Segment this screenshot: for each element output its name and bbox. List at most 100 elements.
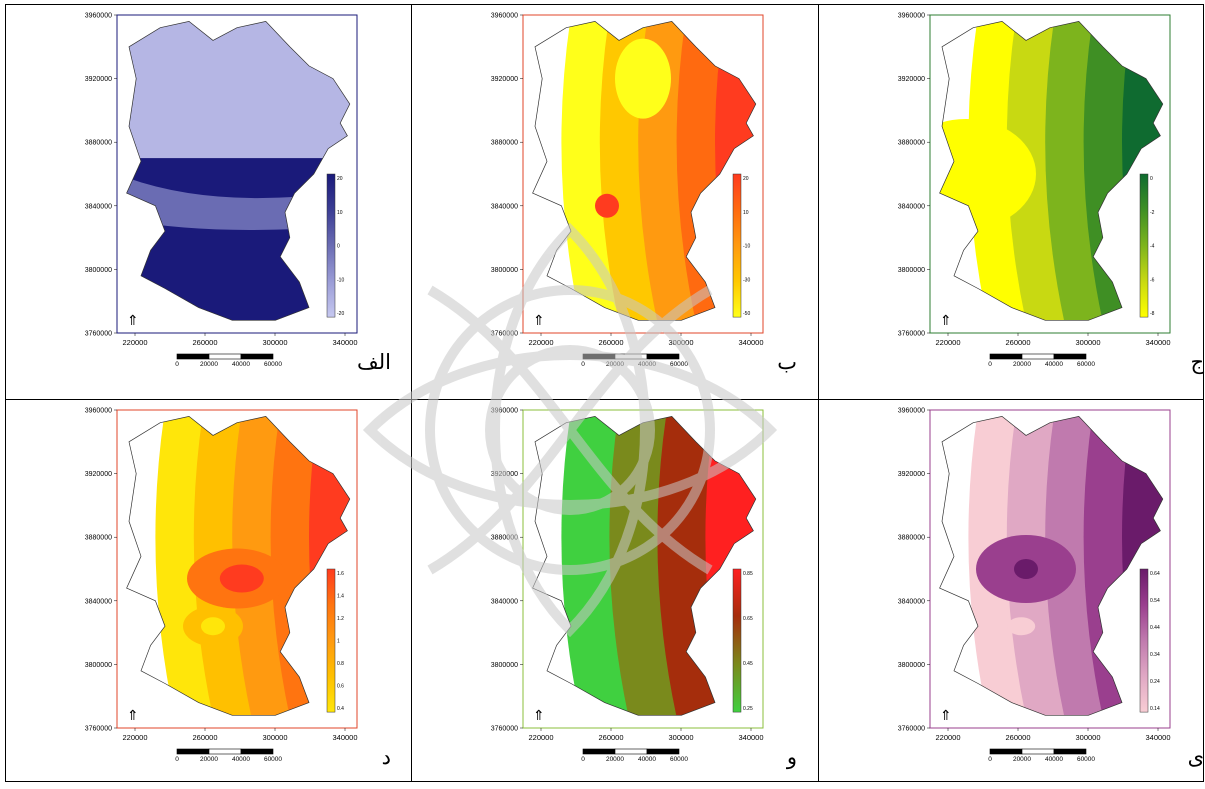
- scale-label: 60000: [264, 361, 282, 368]
- color-bar-label: -6: [1150, 277, 1155, 283]
- color-bar-label: 0.24: [1150, 679, 1160, 685]
- y-tick-label: 3960000: [491, 408, 518, 415]
- map-panel: ⇑ 20 10 0 -10 -20 3960000 3920000 3880000 3840000…: [5, 4, 405, 394]
- color-bar-label: 0.25: [743, 706, 753, 712]
- x-tick-label: 300000: [262, 733, 287, 742]
- north-arrow-icon: ⇑: [533, 708, 545, 724]
- scale-label: 60000: [670, 361, 688, 368]
- color-bar-label: 0: [1150, 176, 1153, 182]
- y-tick-label: 3880000: [85, 140, 112, 147]
- y-tick-label: 3960000: [898, 13, 925, 20]
- scale-label: 40000: [1045, 756, 1063, 763]
- scale-bar: [989, 353, 1087, 360]
- color-bar-label: 0.8: [337, 661, 344, 667]
- y-tick-label: 3880000: [85, 535, 112, 542]
- y-tick-label: 3760000: [491, 331, 518, 338]
- y-tick-label: 3760000: [898, 331, 925, 338]
- y-tick-label: 3760000: [898, 726, 925, 733]
- scale-label: 40000: [232, 756, 250, 763]
- color-bar-label: 1.6: [337, 571, 344, 577]
- y-tick-label: 3800000: [491, 662, 518, 669]
- x-tick-label: 220000: [528, 733, 553, 742]
- scale-label: 20000: [606, 361, 624, 368]
- color-bar-label: 0.54: [1150, 598, 1160, 604]
- color-bar-label: 1.4: [337, 594, 344, 600]
- y-tick-label: 3920000: [898, 471, 925, 478]
- y-tick-label: 3840000: [491, 598, 518, 605]
- x-tick-label: 220000: [122, 338, 147, 347]
- panel-letter: د: [381, 745, 391, 769]
- color-bar-label: 0.65: [743, 616, 753, 622]
- x-tick-label: 300000: [262, 338, 287, 347]
- scale-label: 20000: [1013, 756, 1031, 763]
- x-tick-label: 300000: [668, 338, 693, 347]
- contour-map: ⇑ 1.6 1.4 1.2 1 0.8 0.6 0.4 3960000 3920000 388000…: [85, 408, 358, 764]
- x-tick-label: 340000: [332, 338, 357, 347]
- color-bar-label: 1: [337, 639, 340, 645]
- color-bar-label: 0.44: [1150, 625, 1160, 631]
- contour-map: ⇑ 20 10 -10 -30 -50 3960000 3920000 3880000 38400…: [491, 13, 764, 369]
- y-tick-label: 3800000: [85, 662, 112, 669]
- color-bar-label: 0.85: [743, 571, 753, 577]
- y-tick-label: 3960000: [85, 408, 112, 415]
- scale-label: 60000: [1077, 756, 1095, 763]
- color-bar-label: 0.64: [1150, 571, 1160, 577]
- color-bar: [732, 568, 742, 713]
- y-tick-label: 3880000: [898, 140, 925, 147]
- contour-map: ⇑ 0.85 0.65 0.45 0.25 3960000 3920000 3880000 38…: [491, 408, 764, 764]
- map-panel: ⇑ 20 10 -10 -30 -50 3960000 3920000 3880000 38400…: [411, 4, 811, 394]
- color-bar: [1139, 173, 1149, 318]
- panel-letter: و: [786, 745, 797, 769]
- color-bar: [732, 173, 742, 318]
- color-bar: [326, 173, 336, 318]
- panel-letter: ب: [777, 350, 797, 374]
- scale-bar: [176, 748, 274, 755]
- x-tick-label: 220000: [935, 733, 960, 742]
- map-panel: ⇑ 0 -2 -4 -6 -8 3960000 3920000 3880000 3840000 38…: [818, 4, 1205, 394]
- scale-bar: [176, 353, 274, 360]
- scale-label: 0: [581, 756, 585, 763]
- scale-label: 40000: [1045, 361, 1063, 368]
- y-tick-label: 3840000: [898, 203, 925, 210]
- x-tick-label: 300000: [1075, 338, 1100, 347]
- scale-label: 0: [581, 361, 585, 368]
- color-bar-label: 20: [743, 176, 749, 182]
- x-tick-label: 220000: [528, 338, 553, 347]
- y-tick-label: 3800000: [491, 267, 518, 274]
- north-arrow-icon: ⇑: [533, 313, 545, 329]
- y-tick-label: 3920000: [85, 471, 112, 478]
- y-tick-label: 3960000: [85, 13, 112, 20]
- scale-label: 40000: [638, 361, 656, 368]
- color-bar-label: -8: [1150, 311, 1155, 317]
- contour-map: ⇑ 0.64 0.54 0.44 0.34 0.24 0.14 3960000 3920000 3…: [898, 408, 1171, 764]
- y-tick-label: 3760000: [85, 726, 112, 733]
- x-tick-label: 340000: [1145, 733, 1170, 742]
- color-bar-label: 0.14: [1150, 706, 1160, 712]
- x-tick-label: 260000: [598, 733, 623, 742]
- y-tick-label: 3760000: [85, 331, 112, 338]
- map-panel: ⇑ 0.85 0.65 0.45 0.25 3960000 3920000 3880000 38…: [411, 399, 811, 789]
- panel-letter: الف: [357, 350, 391, 374]
- color-bar-label: 0.34: [1150, 652, 1160, 658]
- x-tick-label: 220000: [122, 733, 147, 742]
- y-tick-label: 3800000: [898, 662, 925, 669]
- y-tick-label: 3800000: [898, 267, 925, 274]
- scale-bar: [582, 748, 680, 755]
- y-tick-label: 3840000: [85, 598, 112, 605]
- color-bar-label: 10: [743, 210, 749, 216]
- scale-label: 0: [988, 756, 992, 763]
- y-tick-label: 3880000: [491, 535, 518, 542]
- y-tick-label: 3920000: [491, 76, 518, 83]
- x-tick-label: 220000: [935, 338, 960, 347]
- scale-label: 60000: [1077, 361, 1095, 368]
- color-bar-label: 0.4: [337, 706, 344, 712]
- y-tick-label: 3960000: [491, 13, 518, 20]
- x-tick-label: 340000: [738, 338, 763, 347]
- y-tick-label: 3840000: [491, 203, 518, 210]
- panel-letter: ی: [1187, 745, 1204, 769]
- x-tick-label: 260000: [598, 338, 623, 347]
- x-tick-label: 340000: [738, 733, 763, 742]
- north-arrow-icon: ⇑: [940, 708, 952, 724]
- scale-label: 40000: [232, 361, 250, 368]
- north-arrow-icon: ⇑: [940, 313, 952, 329]
